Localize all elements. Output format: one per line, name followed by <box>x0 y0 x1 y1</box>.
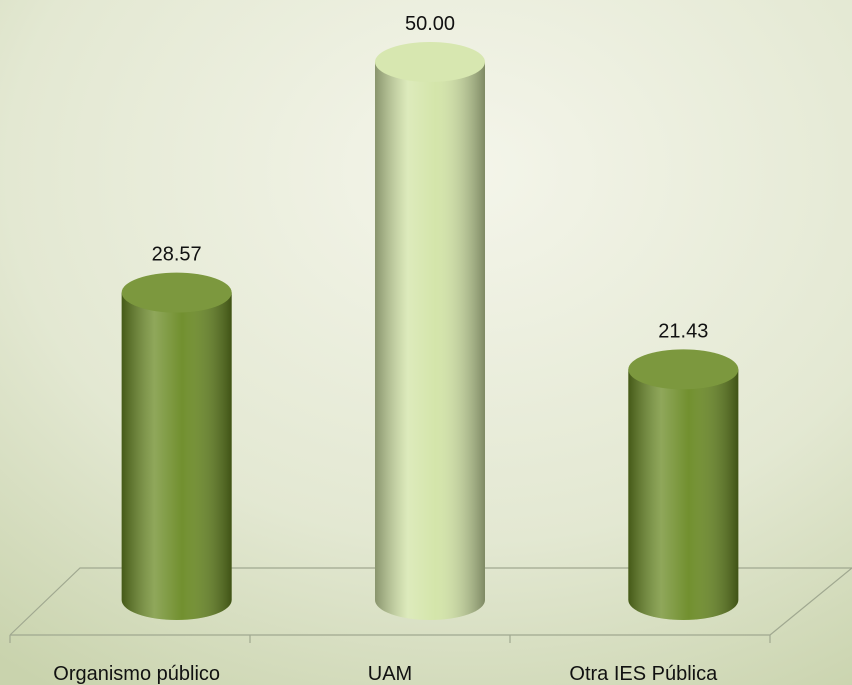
value-label: 50.00 <box>405 13 455 35</box>
x-tick-label: UAM <box>368 663 412 685</box>
bar-top-shade <box>121 272 232 313</box>
category-dividers <box>9 635 771 643</box>
x-tick-label: Otra IES Pública <box>569 663 718 685</box>
value-label: 28.57 <box>152 244 202 266</box>
bar-top <box>375 42 485 82</box>
bar-shade <box>121 292 232 620</box>
bar-top <box>628 349 739 390</box>
bar-shade <box>375 62 485 620</box>
x-tick-label: Organismo público <box>53 663 220 685</box>
value-label: 21.43 <box>658 320 708 342</box>
bar-top-shade <box>628 349 739 390</box>
bar-shade <box>628 369 739 620</box>
bar-top <box>121 272 232 313</box>
bar-top-shade <box>375 42 485 82</box>
